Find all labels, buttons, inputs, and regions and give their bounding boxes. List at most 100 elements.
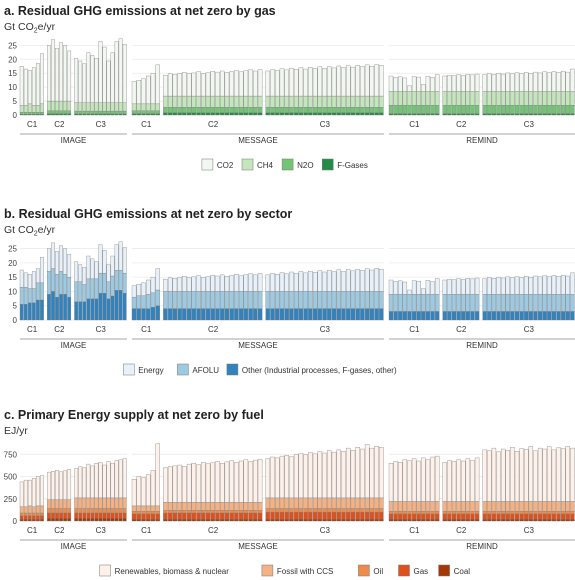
bar-segment [447, 511, 452, 515]
bar-segment [155, 64, 160, 105]
bar-segment [407, 113, 412, 116]
bar-segment [234, 462, 239, 503]
bar-segment [398, 113, 403, 116]
bar-segment [289, 107, 294, 113]
bar-segment [416, 511, 421, 515]
bar-segment [465, 294, 471, 312]
bar-segment [167, 502, 173, 511]
bar-segment [519, 511, 524, 515]
bar-segment [19, 304, 24, 321]
bar-segment [238, 291, 244, 309]
bar-segment [114, 110, 119, 115]
bar-segment [355, 112, 360, 116]
bar-segment [528, 446, 534, 502]
y-tick-label: 750 [4, 450, 18, 459]
bar-segment [23, 515, 28, 520]
bar-segment [528, 105, 534, 114]
bar-segment [570, 513, 575, 520]
bar-segment [345, 511, 351, 520]
bar-segment [248, 519, 253, 522]
bar-segment [293, 112, 299, 116]
bar-segment [110, 255, 115, 277]
bar-segment [82, 512, 87, 519]
bar-segment [369, 291, 375, 309]
bar-segment [136, 476, 142, 507]
bar-segment [102, 46, 107, 103]
bar-segment [407, 91, 412, 106]
bar-segment [411, 458, 417, 502]
bar-segment [234, 512, 239, 520]
bar-segment [163, 291, 168, 309]
bar-segment [474, 91, 480, 106]
bar-segment [118, 110, 123, 115]
bar-segment [537, 311, 543, 321]
bar-segment [186, 277, 192, 292]
bar-segment [146, 294, 151, 309]
bar-segment [35, 63, 40, 106]
bar-segment [355, 268, 360, 292]
bar-segment [312, 308, 318, 321]
bar-segment [210, 291, 215, 309]
bar-segment [345, 65, 351, 97]
bar-segment [136, 511, 142, 515]
bar-segment [345, 447, 351, 499]
bar-segment [205, 512, 211, 520]
bar-segment [114, 518, 119, 522]
bar-segment [243, 502, 249, 511]
bar-segment [322, 508, 327, 513]
bar-segment [369, 269, 375, 292]
bar-segment [243, 459, 249, 503]
bar-segment [547, 105, 552, 114]
bar-segment [243, 107, 249, 113]
bar-segment [374, 107, 379, 113]
bar-segment [63, 100, 68, 111]
bar-segment [293, 69, 299, 97]
bar-segment [224, 291, 230, 309]
bar-segment [270, 511, 275, 520]
bar-segment [470, 311, 475, 321]
bar-segment [238, 502, 244, 511]
bar-segment [114, 512, 119, 519]
bar-segment [23, 68, 28, 106]
y-tick-label: 20 [8, 259, 17, 268]
bar-segment [402, 77, 408, 92]
bar-segment [537, 276, 543, 295]
bar-segment [186, 512, 192, 520]
bar-segment [482, 511, 487, 515]
bar-segment [248, 273, 253, 292]
bar-segment [136, 308, 142, 321]
bar-segment [177, 291, 182, 309]
bar-segment [374, 511, 379, 520]
bar-segment [312, 272, 318, 292]
bar-segment [210, 308, 215, 321]
bar-segment [167, 308, 173, 321]
bar-segment [505, 511, 510, 515]
bar-segment [136, 519, 142, 522]
bar-segment [215, 107, 220, 113]
bar-segment [322, 95, 327, 108]
bar-segment [67, 469, 72, 500]
bar-segment [379, 112, 384, 116]
bar-segment [265, 497, 271, 509]
bar-segment [500, 511, 506, 515]
bar-segment [289, 519, 294, 522]
bar-segment [219, 463, 225, 503]
bar-segment [155, 113, 160, 116]
y-tick-label: 25 [8, 41, 17, 50]
bar-segment [411, 501, 417, 512]
bar-segment [248, 461, 253, 503]
bar-segment [491, 513, 497, 520]
bar-segment [374, 508, 379, 513]
bar-segment [155, 103, 160, 111]
bar-segment [465, 511, 471, 515]
bar-segment [524, 501, 529, 512]
bar-segment [201, 462, 206, 503]
chart-panel-1: a. Residual GHG emissions at net zero by… [4, 4, 575, 171]
category-label: C3 [96, 120, 107, 129]
bar-segment [248, 502, 253, 511]
bar-segment [456, 519, 461, 522]
bar-segment [27, 505, 32, 514]
bar-segment [533, 513, 538, 520]
bar-segment [293, 497, 299, 509]
bar-segment [447, 74, 452, 92]
